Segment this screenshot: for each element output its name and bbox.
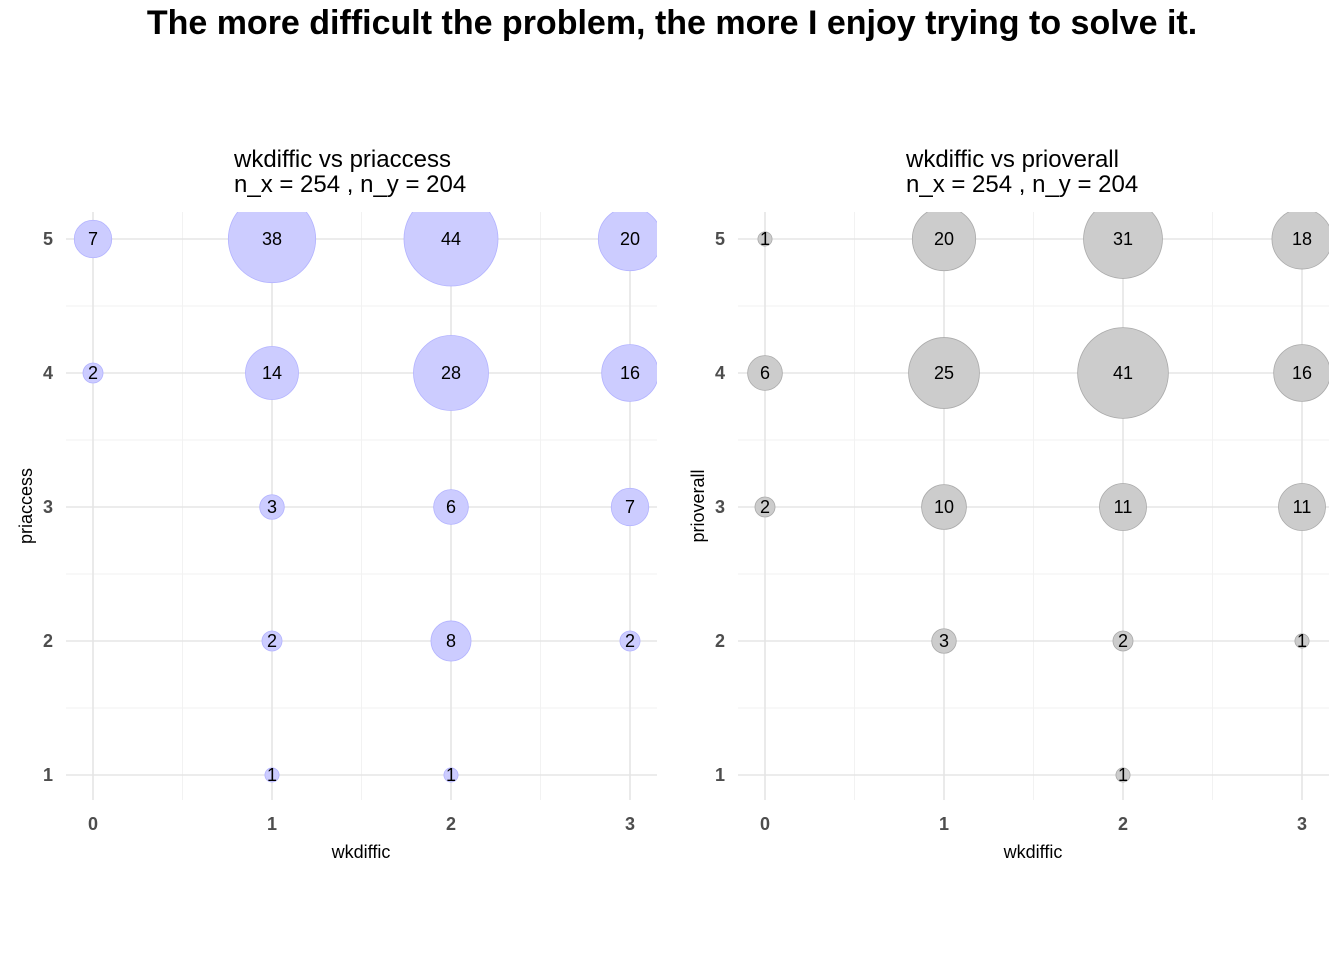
- bubble: [259, 494, 285, 520]
- y-tick-label: 2: [43, 631, 53, 651]
- chart-title: wkdiffic vs priaccess: [233, 146, 451, 173]
- bubble: [433, 489, 469, 525]
- bubble-label: 18: [1292, 229, 1312, 249]
- bubble-label: 25: [934, 363, 954, 383]
- x-tick-label: 2: [1118, 814, 1128, 834]
- x-tick-label: 0: [88, 814, 98, 834]
- bubble: [1294, 633, 1310, 649]
- bubble: [1083, 212, 1163, 279]
- bubble: [931, 628, 957, 654]
- bubble-label: 8: [446, 631, 456, 651]
- y-axis-label: prioverall: [688, 469, 708, 542]
- bubble-label: 10: [934, 497, 954, 517]
- y-tick-label: 4: [715, 363, 725, 383]
- bubble: [245, 346, 299, 400]
- bubble: [610, 487, 650, 527]
- bubble: [261, 630, 283, 652]
- bubble: [619, 630, 641, 652]
- x-tick-label: 3: [625, 814, 635, 834]
- y-tick-label: 1: [715, 765, 725, 785]
- bubble-label: 7: [625, 497, 635, 517]
- bubble: [911, 212, 977, 272]
- bubbles-group: [747, 212, 1329, 783]
- bubble: [1278, 483, 1326, 531]
- bubble-label: 44: [441, 229, 461, 249]
- bubble-label: 1: [446, 765, 456, 785]
- x-tick-label: 1: [939, 814, 949, 834]
- figure-title: The more difficult the problem, the more…: [146, 4, 1198, 42]
- bubble-label: 28: [441, 363, 461, 383]
- bubble: [601, 344, 657, 402]
- bubble: [1273, 344, 1329, 402]
- x-tick-label: 1: [267, 814, 277, 834]
- y-tick-label: 3: [43, 497, 53, 517]
- chart-title: wkdiffic vs prioverall: [905, 146, 1119, 173]
- bubble: [757, 231, 773, 247]
- bubble-label: 14: [262, 363, 282, 383]
- bubble: [1099, 483, 1147, 531]
- bubble-label: 1: [1297, 631, 1307, 651]
- bubble: [908, 337, 980, 409]
- bubble: [747, 355, 783, 391]
- chart-subtitle: n_x = 254 , n_y = 204: [234, 171, 466, 198]
- bubble-label: 2: [88, 363, 98, 383]
- bubble-label: 3: [939, 631, 949, 651]
- bubble: [227, 212, 317, 284]
- x-tick-label: 2: [446, 814, 456, 834]
- y-tick-label: 4: [43, 363, 53, 383]
- x-tick-label: 3: [1297, 814, 1307, 834]
- bubble-label: 38: [262, 229, 282, 249]
- bubble-label: 6: [446, 497, 456, 517]
- y-tick-label: 1: [43, 765, 53, 785]
- bubble-label: 1: [760, 229, 770, 249]
- bubble-label: 6: [760, 363, 770, 383]
- bubble-label: 3: [267, 497, 277, 517]
- y-tick-label: 3: [715, 497, 725, 517]
- bubble: [82, 362, 104, 384]
- bubble: [1271, 212, 1329, 270]
- y-tick-label: 5: [715, 229, 725, 249]
- bubble: [264, 767, 280, 783]
- bubble-label: 16: [620, 363, 640, 383]
- bubble-label: 2: [625, 631, 635, 651]
- bubble-label: 2: [267, 631, 277, 651]
- x-axis-label: wkdiffic: [331, 842, 391, 862]
- bubble-label: 41: [1113, 363, 1133, 383]
- bubble: [73, 219, 113, 259]
- x-tick-label: 0: [760, 814, 770, 834]
- bubble: [430, 620, 472, 662]
- bubble-label: 1: [1118, 765, 1128, 785]
- bubbles-group: [73, 212, 657, 783]
- bubble: [1077, 327, 1169, 419]
- chart-subtitle: n_x = 254 , n_y = 204: [906, 171, 1138, 198]
- bubble-label: 2: [1118, 631, 1128, 651]
- y-axis-label: priaccess: [16, 468, 36, 544]
- bubble: [754, 496, 776, 518]
- bubble: [413, 335, 489, 411]
- bubble-label: 20: [620, 229, 640, 249]
- bubble: [403, 212, 499, 287]
- bubble-label: 2: [760, 497, 770, 517]
- bubble-label: 20: [934, 229, 954, 249]
- bubble-label: 31: [1113, 229, 1133, 249]
- y-tick-label: 5: [43, 229, 53, 249]
- bubble: [1112, 630, 1134, 652]
- bubble: [597, 212, 657, 272]
- bubble-label: 11: [1114, 497, 1133, 517]
- y-tick-label: 2: [715, 631, 725, 651]
- x-axis-label: wkdiffic: [1003, 842, 1063, 862]
- bubble: [443, 767, 459, 783]
- bubble-label: 11: [1293, 497, 1312, 517]
- bubble: [921, 484, 967, 530]
- bubble-label: 16: [1292, 363, 1312, 383]
- bubble: [1115, 767, 1131, 783]
- bubble-label: 7: [88, 229, 98, 249]
- bubble-label: 1: [267, 765, 277, 785]
